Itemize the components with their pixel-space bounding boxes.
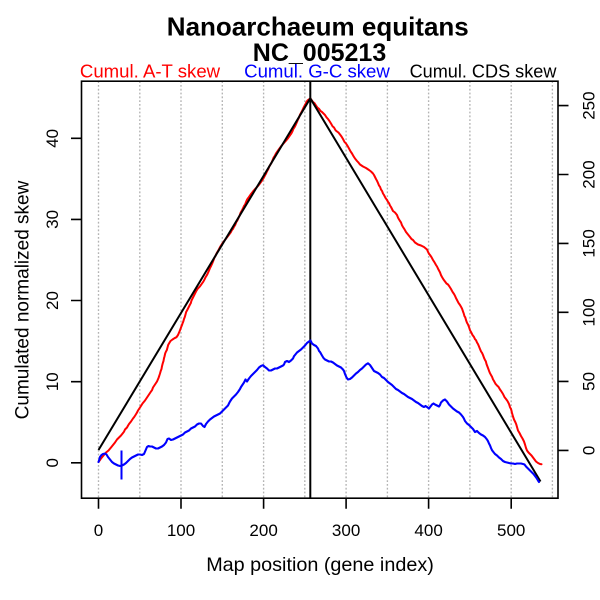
svg-text:40: 40 xyxy=(43,129,62,148)
svg-text:0: 0 xyxy=(94,521,103,540)
svg-text:NC_005213: NC_005213 xyxy=(253,39,386,67)
svg-text:Map position (gene index): Map position (gene index) xyxy=(206,554,434,576)
svg-text:0: 0 xyxy=(580,446,599,455)
svg-text:0: 0 xyxy=(43,458,62,467)
svg-text:200: 200 xyxy=(580,160,599,188)
svg-text:30: 30 xyxy=(43,210,62,229)
svg-text:200: 200 xyxy=(249,521,277,540)
svg-text:Cumulated normalized skew: Cumulated normalized skew xyxy=(13,180,34,419)
svg-text:10: 10 xyxy=(43,372,62,391)
svg-text:Cumul. G-C skew: Cumul. G-C skew xyxy=(244,61,390,82)
svg-text:500: 500 xyxy=(497,521,525,540)
svg-text:20: 20 xyxy=(43,291,62,310)
svg-text:50: 50 xyxy=(580,372,599,391)
svg-text:Nanoarchaeum equitans: Nanoarchaeum equitans xyxy=(167,11,469,41)
svg-text:100: 100 xyxy=(580,298,599,326)
svg-text:100: 100 xyxy=(167,521,195,540)
svg-text:250: 250 xyxy=(580,91,599,119)
svg-text:Cumul. A-T skew: Cumul. A-T skew xyxy=(80,61,221,82)
svg-text:Cumul. CDS skew: Cumul. CDS skew xyxy=(410,62,558,82)
svg-text:150: 150 xyxy=(580,229,599,257)
svg-text:300: 300 xyxy=(332,521,360,540)
svg-text:400: 400 xyxy=(414,521,442,540)
